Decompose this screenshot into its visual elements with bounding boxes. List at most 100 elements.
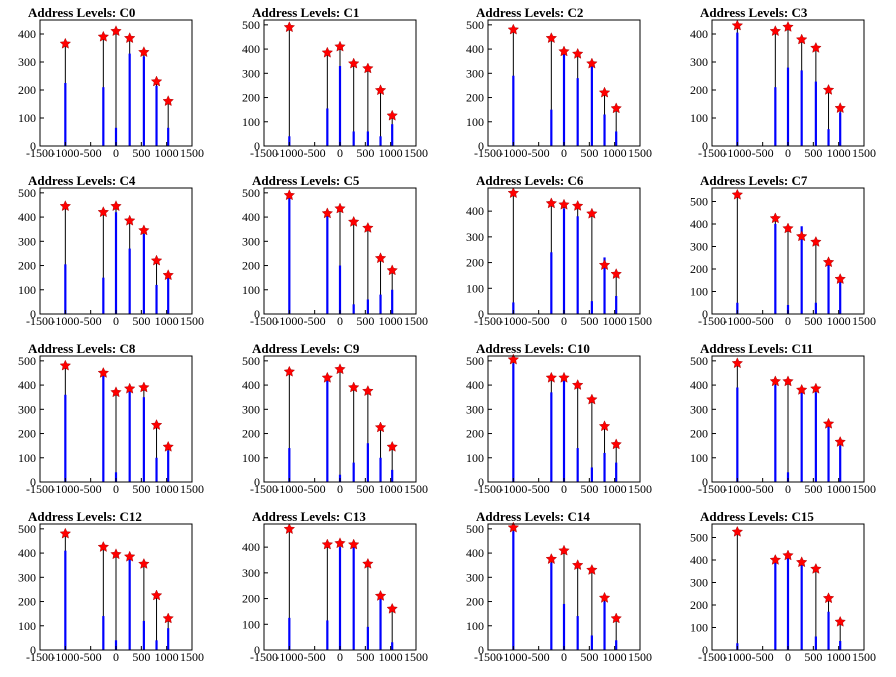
y-tick-label: 400 <box>690 553 708 567</box>
x-tick-label: 1500 <box>404 146 428 160</box>
bar <box>615 131 618 146</box>
bar <box>128 389 131 482</box>
bar <box>839 282 842 314</box>
data-marker <box>571 379 584 390</box>
x-tick-label: -500 <box>80 650 102 664</box>
data-marker <box>97 30 110 42</box>
data-marker <box>834 615 846 627</box>
y-tick-label: 500 <box>690 354 708 368</box>
bar <box>379 598 382 650</box>
y-tick-label: 300 <box>242 234 260 248</box>
data-marker <box>347 381 360 393</box>
x-tick-label: 0 <box>785 650 791 664</box>
y-tick-label: 400 <box>466 204 484 218</box>
data-marker <box>59 37 72 49</box>
bar <box>603 257 606 314</box>
y-tick-label: 100 <box>18 451 36 465</box>
x-tick-label: 1000 <box>379 314 403 328</box>
x-tick-label: 0 <box>113 146 119 160</box>
bar <box>128 248 131 314</box>
x-tick-label: -1000 <box>723 146 751 160</box>
x-tick-label: 1500 <box>628 314 652 328</box>
data-marker <box>769 554 782 565</box>
y-tick-label: 200 <box>466 595 484 609</box>
bar <box>288 617 291 650</box>
y-tick-label: 500 <box>18 522 36 536</box>
x-tick-label: 500 <box>580 482 598 496</box>
x-tick-label: -1500 <box>26 146 54 160</box>
bar <box>379 294 382 314</box>
y-tick-label: 300 <box>690 402 708 416</box>
bar <box>800 70 803 146</box>
x-tick-label: -1000 <box>275 314 303 328</box>
data-marker <box>571 200 584 211</box>
y-tick-label: 0 <box>254 643 260 657</box>
bar <box>774 562 777 650</box>
y-tick-label: 100 <box>242 617 260 631</box>
chart-title: Address Levels: C15 <box>700 509 814 524</box>
x-tick-label: 1000 <box>827 146 851 160</box>
chart-panel-7: Address Levels: C70100200300400500-1500-… <box>690 173 876 328</box>
x-tick-label: 1500 <box>852 146 876 160</box>
x-tick-label: 1000 <box>603 314 627 328</box>
y-tick-label: 0 <box>30 475 36 489</box>
x-tick-label: 500 <box>132 482 150 496</box>
x-tick-label: 1500 <box>180 482 204 496</box>
x-tick-label: -1000 <box>275 650 303 664</box>
data-marker <box>150 75 163 87</box>
bar <box>839 641 842 650</box>
y-tick-label: 500 <box>18 354 36 368</box>
x-tick-label: -1000 <box>723 314 751 328</box>
data-marker <box>110 200 122 211</box>
x-tick-label: -1000 <box>723 482 751 496</box>
x-tick-label: 500 <box>356 650 374 664</box>
y-tick-label: 400 <box>466 378 484 392</box>
chart-title: Address Levels: C2 <box>476 5 583 20</box>
y-tick-label: 0 <box>478 307 484 321</box>
bar <box>562 380 566 482</box>
x-tick-label: -500 <box>528 146 550 160</box>
x-tick-label: -1500 <box>698 650 726 664</box>
data-marker <box>162 440 174 452</box>
y-tick-label: 0 <box>254 307 260 321</box>
chart-panel-0: Address Levels: C0 0 100 200 300 400 -1500-100… <box>18 5 204 160</box>
data-marker <box>558 45 570 57</box>
data-marker <box>598 420 611 432</box>
chart-panel-8: Address Levels: C80100200300400500-1500-… <box>18 341 204 496</box>
data-marker <box>795 383 808 395</box>
y-tick-label: 200 <box>466 256 484 270</box>
x-tick-label: 0 <box>337 314 343 328</box>
data-marker <box>834 436 846 447</box>
x-tick-label: 500 <box>356 482 374 496</box>
bar <box>102 87 105 146</box>
y-tick-label: 400 <box>690 217 708 231</box>
bar <box>550 109 553 146</box>
data-marker <box>150 589 163 601</box>
bar <box>736 32 739 146</box>
bar <box>576 78 579 146</box>
x-tick-label: 1000 <box>155 146 179 160</box>
chart-title: Address Levels: C7 <box>700 173 808 188</box>
x-tick-label: -500 <box>752 146 774 160</box>
y-tick-label: 300 <box>242 66 260 80</box>
data-marker <box>386 264 398 276</box>
bar <box>590 66 593 146</box>
x-tick-label: 0 <box>113 650 119 664</box>
bar <box>512 363 515 482</box>
y-tick-label: 0 <box>478 139 484 153</box>
bar <box>64 83 67 146</box>
data-marker <box>507 187 520 199</box>
y-tick-label: 300 <box>466 570 484 584</box>
y-tick-label: 100 <box>18 619 36 633</box>
y-tick-label: 100 <box>18 283 36 297</box>
x-tick-label: 500 <box>132 314 150 328</box>
data-marker <box>123 382 136 394</box>
x-tick-label: -1000 <box>275 482 303 496</box>
y-tick-label: 300 <box>18 402 36 416</box>
y-tick-label: 200 <box>18 83 36 97</box>
data-marker <box>571 559 584 570</box>
bar <box>512 75 515 146</box>
chart-title: Address Levels: C3 <box>700 5 808 20</box>
data-marker <box>138 46 150 57</box>
data-marker <box>283 21 296 33</box>
